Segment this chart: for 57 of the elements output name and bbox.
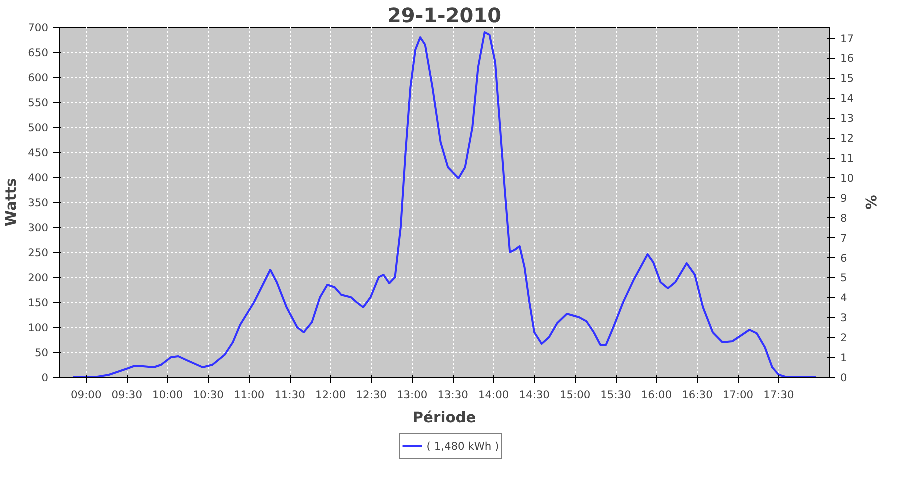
- x-tick-label: 16:00: [641, 388, 672, 402]
- y-tick-label: 50: [34, 346, 49, 360]
- x-tick-label: 09:00: [71, 388, 102, 402]
- x-tick-label: 12:00: [315, 388, 346, 402]
- y2-tick-label: 4: [840, 292, 848, 305]
- y2-tick-label: 13: [840, 112, 854, 126]
- x-tick-label: 17:30: [764, 388, 795, 402]
- x-tick-label: 12:30: [356, 388, 388, 402]
- y2-tick-label: 6: [840, 252, 848, 265]
- y2-axis-title: %: [862, 195, 880, 210]
- y-tick-label: 250: [28, 246, 49, 260]
- y2-tick-label: 8: [840, 212, 848, 225]
- y-tick-label: 150: [28, 296, 49, 310]
- x-tick-label: 09:30: [112, 388, 143, 402]
- x-tick-label: 16:30: [682, 388, 714, 402]
- y-tick-label: 650: [28, 46, 49, 60]
- y-tick-label: 700: [28, 22, 49, 34]
- y-tick-label: 450: [28, 146, 49, 160]
- x-tick-label: 13:00: [396, 388, 428, 402]
- x-tick-label: 11:00: [234, 388, 265, 402]
- x-tick-label: 14:00: [478, 388, 510, 402]
- y2-tick-label: 15: [840, 72, 854, 86]
- x-tick-label: 17:00: [722, 388, 754, 402]
- y-tick-label: 0: [42, 372, 49, 384]
- y-tick-label: 200: [28, 272, 49, 284]
- x-tick-label: 10:00: [152, 388, 184, 402]
- y2-tick-label: 5: [840, 272, 848, 285]
- y2-tick-label: 3: [840, 312, 848, 325]
- x-axis-title: Période: [412, 410, 476, 426]
- y-tick-label: 500: [28, 122, 49, 134]
- y2-tick-label: 14: [840, 92, 854, 106]
- x-tick-label: 15:00: [560, 388, 591, 402]
- x-tick-label: 10:30: [193, 388, 224, 402]
- y2-tick-label: 1: [840, 352, 848, 365]
- chart-title: 29-1-2010: [387, 4, 502, 28]
- x-tick-label: 13:30: [438, 388, 469, 402]
- y-tick-label: 350: [28, 196, 49, 210]
- y2-tick-label: 17: [840, 32, 854, 46]
- y-tick-label: 100: [28, 322, 49, 334]
- y-tick-label: 400: [28, 172, 49, 184]
- x-tick-label: 15:30: [600, 388, 632, 402]
- y2-tick-label: 12: [840, 132, 854, 146]
- y-tick-label: 300: [28, 222, 49, 234]
- x-tick-label: 14:30: [519, 388, 550, 402]
- y2-tick-label: 0: [840, 372, 848, 384]
- y-axis-title: Watts: [3, 178, 20, 227]
- y2-tick-label: 7: [840, 232, 848, 245]
- y2-tick-label: 16: [840, 52, 854, 66]
- y2-tick-label: 11: [840, 152, 854, 165]
- legend-label: ( 1,480 kWh ): [426, 440, 500, 452]
- line-series: [72, 32, 818, 378]
- x-tick-label: 11:30: [274, 388, 306, 402]
- y-tick-label: 550: [28, 96, 49, 110]
- y2-tick-label: 9: [840, 192, 848, 205]
- y-tick-label: 600: [28, 72, 49, 84]
- y2-tick-label: 2: [840, 332, 848, 345]
- y2-tick-label: 10: [840, 172, 854, 185]
